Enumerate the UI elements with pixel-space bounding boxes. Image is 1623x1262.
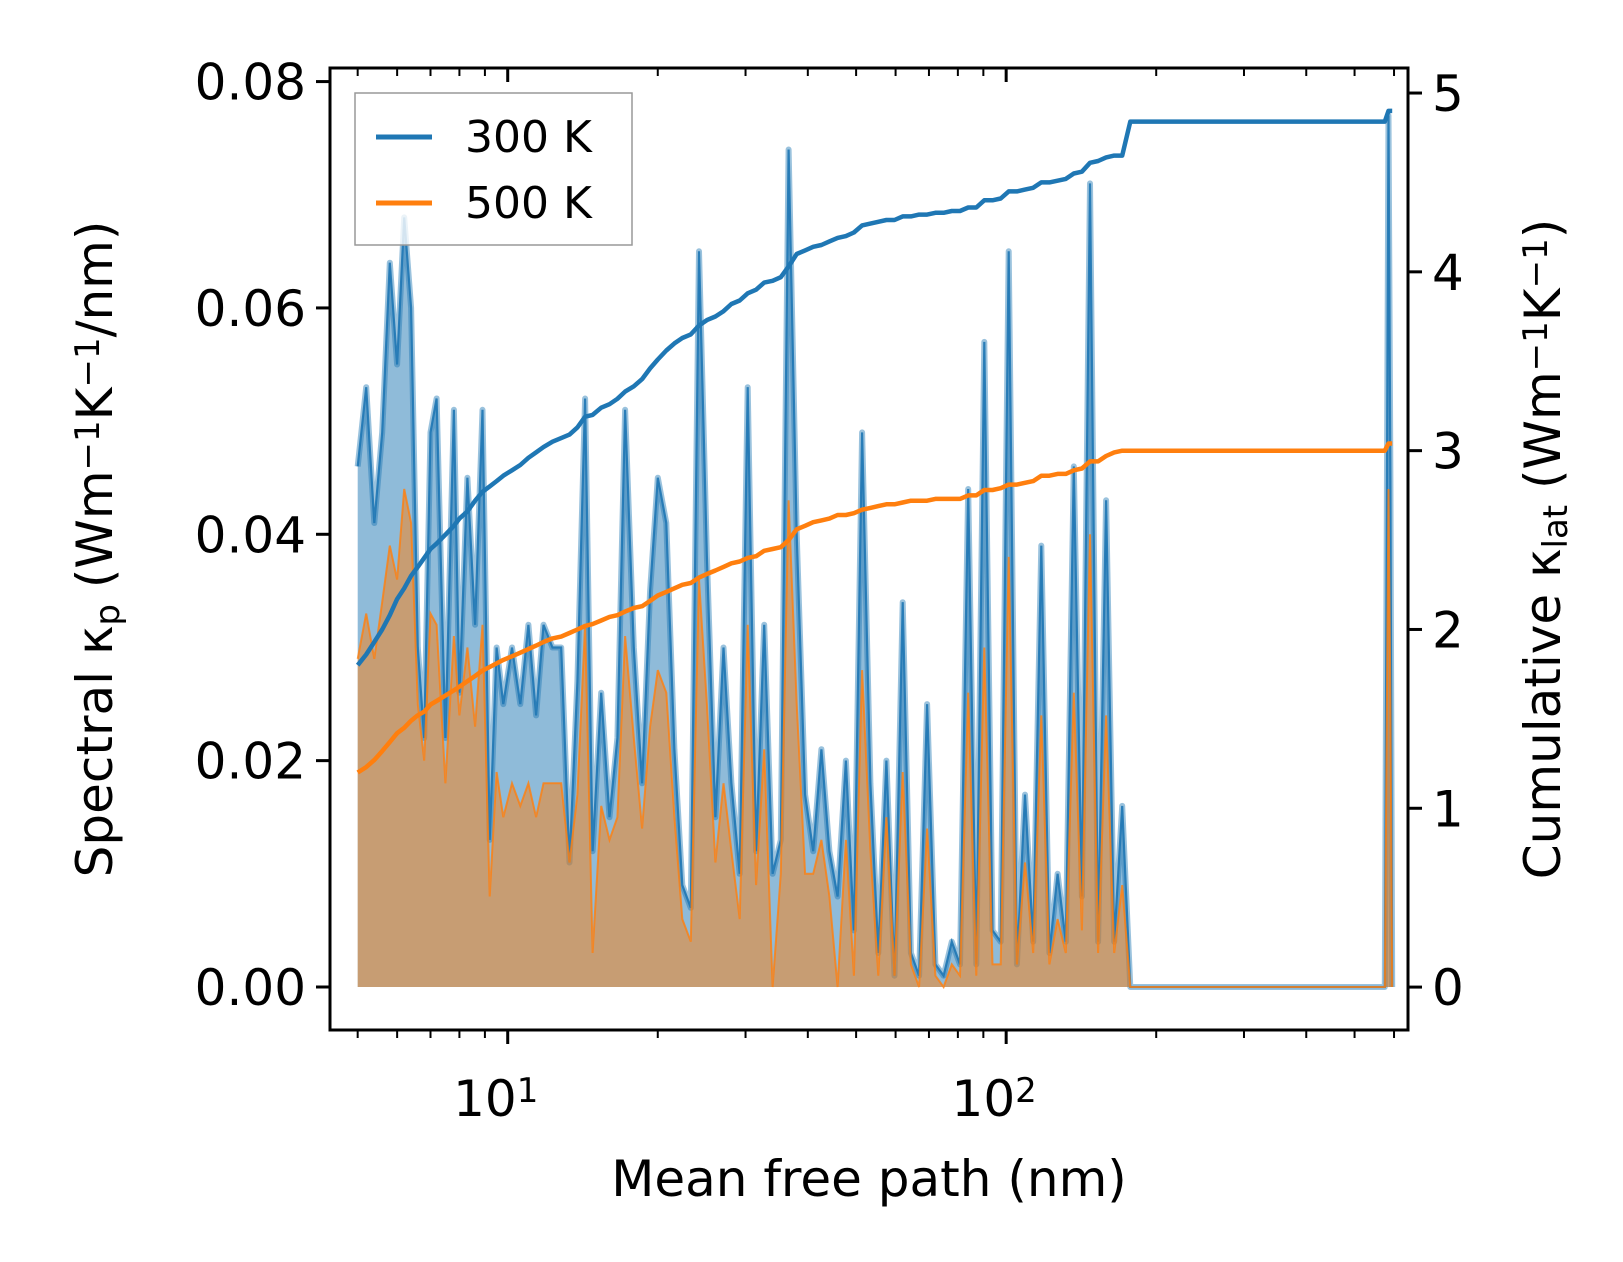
- axis-label-part: −1: [68, 420, 108, 470]
- legend-box: [354, 92, 633, 246]
- spectral-line-300k: [356, 115, 1394, 989]
- left-axis-tick-label: 0.04: [195, 506, 306, 564]
- axis-label-part: (Wm: [1514, 371, 1572, 505]
- left-axis-tick-label: 0.00: [195, 959, 306, 1017]
- spectral-area-300k: [357, 115, 1393, 987]
- axis-label-part: −1: [1516, 321, 1556, 371]
- left-axis-label: Spectral κp (Wm−1K−1/nm): [66, 221, 128, 878]
- x-axis-tick-label: 102: [952, 1070, 1037, 1128]
- plot-area: [354, 108, 1396, 990]
- x-tick-exponent: 1: [517, 1071, 539, 1111]
- right-axis-tick-label: 5: [1432, 65, 1464, 123]
- axis-label-part: K: [66, 386, 124, 420]
- left-axis-tick-label: 0.02: [195, 733, 306, 791]
- right-axis-tick-label: 3: [1432, 423, 1464, 481]
- axis-label-part: −1: [68, 337, 108, 387]
- axis-label-part: Cumulative κ: [1514, 548, 1572, 879]
- axis-label-part: lat: [1536, 505, 1576, 549]
- cumulative-line-500k: [356, 441, 1393, 775]
- right-axis-tick-label: 2: [1432, 601, 1464, 659]
- spectral-area-500k: [357, 489, 1393, 987]
- axis-label-part: p: [88, 604, 128, 626]
- legend-label-0: 300 K: [465, 112, 593, 163]
- axis-label-part: K: [1514, 287, 1572, 321]
- legend-label-1: 500 K: [465, 178, 593, 229]
- cumulative-line-300k: [355, 108, 1393, 667]
- x-tick-base: 10: [952, 1070, 1016, 1128]
- x-axis-tick-label: 101: [453, 1070, 538, 1128]
- left-axis-tick-label: 0.08: [195, 54, 306, 112]
- axis-label-part: −1: [1516, 238, 1556, 288]
- legend: 300 K 500 K: [354, 92, 633, 246]
- right-axis-tick-label: 1: [1432, 780, 1464, 838]
- axis-label-part: ): [1514, 219, 1572, 239]
- right-axis-tick-label: 4: [1432, 244, 1464, 302]
- right-axis-label: Cumulative κlat (Wm−1K−1): [1514, 219, 1576, 879]
- axis-label-part: Spectral κ: [66, 626, 124, 878]
- plot-frame: [328, 66, 1410, 1032]
- x-tick-base: 10: [453, 1070, 517, 1128]
- spectral-line-500k: [356, 488, 1394, 990]
- axis-label-part: /nm): [66, 221, 124, 338]
- axis-label-part: (Wm: [66, 470, 124, 604]
- right-axis-tick-label: 0: [1432, 959, 1464, 1017]
- x-tick-exponent: 2: [1015, 1071, 1037, 1111]
- left-axis-tick-label: 0.06: [195, 280, 306, 338]
- x-axis-label: Mean free path (nm): [611, 1150, 1127, 1208]
